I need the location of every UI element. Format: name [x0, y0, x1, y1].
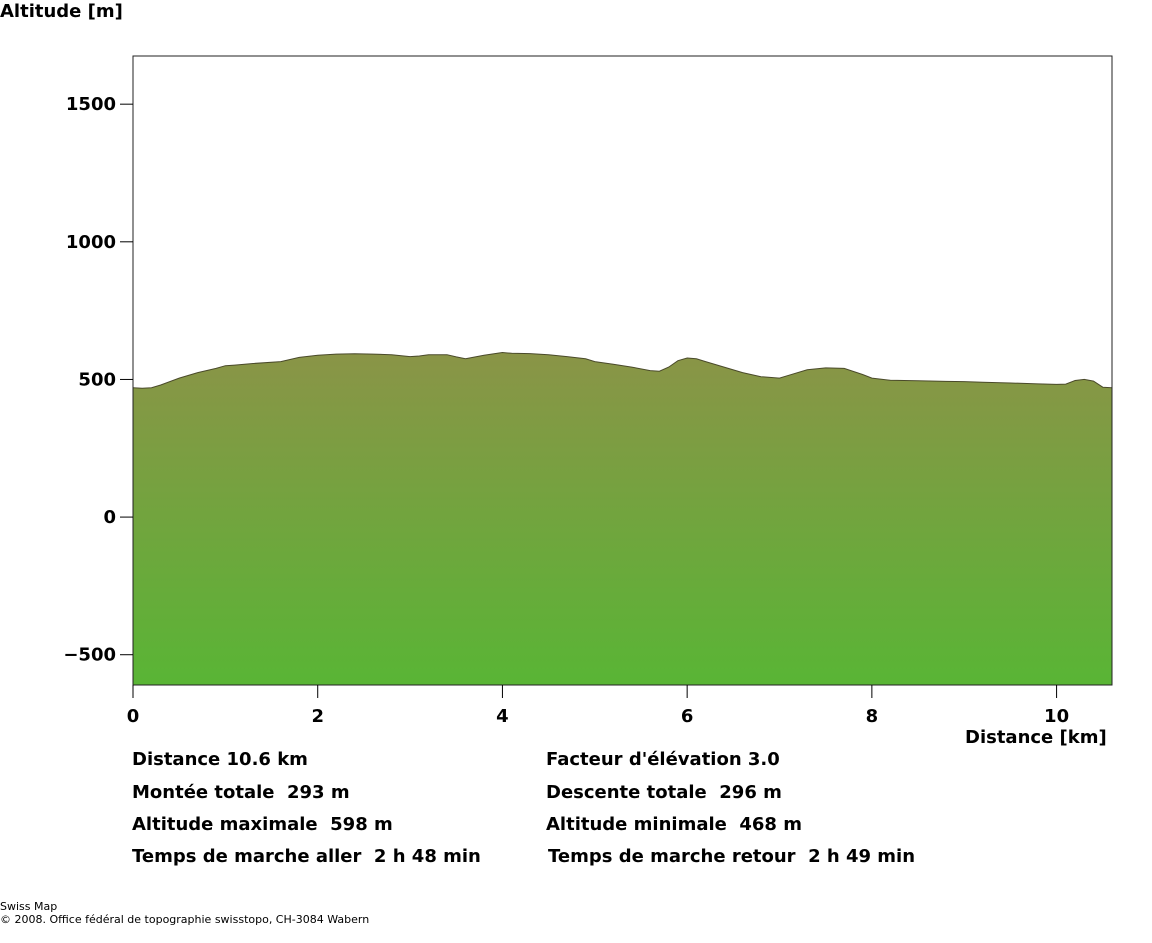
- x-tick-label: 4: [496, 706, 509, 727]
- stat-total-ascent: Montée totale 293 m: [132, 782, 350, 803]
- stat-total-descent: Descente totale 296 m: [546, 782, 782, 803]
- footer-copyright: © 2008. Office fédéral de topographie sw…: [0, 913, 370, 926]
- stat-walk-time-back: Temps de marche retour 2 h 49 min: [548, 846, 916, 867]
- stat-walk-time-out: Temps de marche aller 2 h 48 min: [132, 846, 481, 867]
- stat-max-altitude: Altitude maximale 598 m: [132, 814, 393, 835]
- y-tick-label: 500: [78, 369, 116, 390]
- y-tick-label: 0: [103, 507, 116, 528]
- stat-distance: Distance 10.6 km: [132, 749, 308, 770]
- y-tick-label: 1000: [66, 232, 116, 253]
- stat-elevation-factor: Facteur d'élévation 3.0: [546, 749, 780, 770]
- elevation-profile-chart: −500 0 500 1000 1500 0 2 4 6 8 10: [63, 55, 1113, 727]
- x-tick-label: 10: [1044, 706, 1069, 727]
- x-tick-label: 6: [681, 706, 694, 727]
- x-tick-label: 8: [866, 706, 879, 727]
- y-axis-label: Altitude [m]: [0, 1, 123, 22]
- x-axis-label: Distance [km]: [965, 727, 1107, 748]
- terrain-area: [133, 352, 1112, 685]
- terrain-profile-line: [132, 351, 1113, 389]
- y-tick-label: 1500: [66, 94, 116, 115]
- y-tick-label: −500: [63, 645, 116, 666]
- x-tick-label: 2: [311, 706, 324, 727]
- x-tick-label: 0: [127, 706, 140, 727]
- plot-frame: [132, 55, 1113, 686]
- stat-min-altitude: Altitude minimale 468 m: [546, 814, 802, 835]
- footer-brand: Swiss Map: [0, 900, 58, 913]
